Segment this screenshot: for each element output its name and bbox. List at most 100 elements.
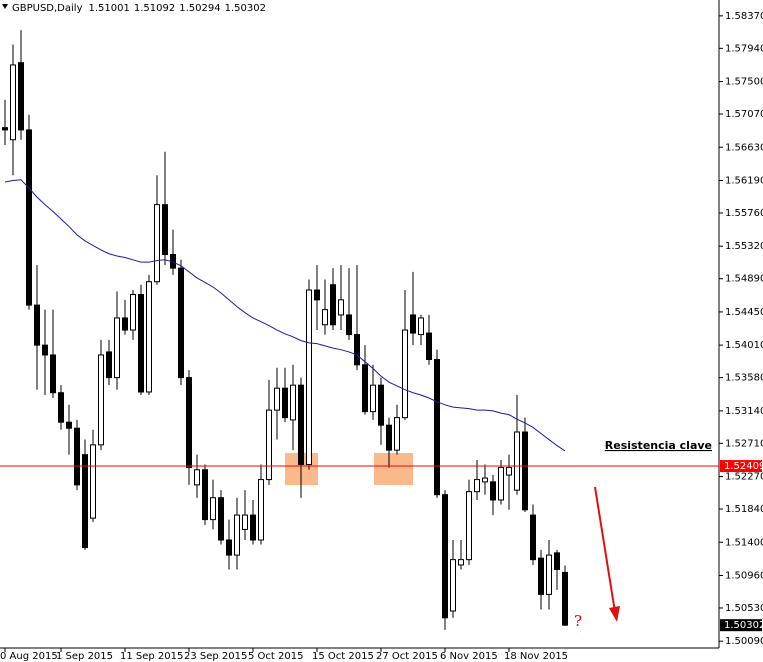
candle-body: [10, 64, 16, 141]
candle-body: [346, 314, 352, 336]
candle-body: [498, 466, 504, 501]
candle-body: [394, 417, 400, 451]
y-tick-label: 1.50960: [725, 570, 763, 581]
candle-body: [154, 204, 160, 283]
candle-body: [386, 424, 392, 451]
candle-body: [122, 317, 128, 331]
candle-body: [466, 491, 472, 561]
candle-body: [474, 479, 480, 493]
candle-body: [178, 267, 184, 379]
arrow-head: [609, 606, 620, 622]
candle-body: [314, 289, 320, 301]
y-tick-label: 1.54010: [725, 340, 763, 351]
candle-body: [306, 289, 312, 465]
y-tick-label: 1.54450: [725, 307, 763, 318]
candle-body: [482, 477, 488, 483]
candle-body: [434, 358, 440, 496]
candle-body: [34, 304, 40, 346]
candle-body: [338, 299, 344, 316]
candle-body: [18, 62, 24, 131]
current-price: 1.50302: [724, 620, 763, 631]
candle-body: [354, 334, 360, 366]
candle-body: [378, 384, 384, 426]
candle-body: [426, 332, 432, 360]
candle-body: [530, 514, 536, 561]
ohlc-close: 1.50302: [225, 3, 266, 14]
candle-body: [130, 294, 136, 331]
annotation: ?: [574, 612, 582, 630]
header: GBPUSD,Daily 1.51001 1.51092 1.50294 1.50302: [12, 3, 266, 14]
candle-body: [186, 377, 192, 468]
ohlc-high: 1.51092: [134, 3, 175, 14]
y-tick-label: 1.54890: [725, 274, 763, 285]
x-tick-label: 5 Oct 2015: [248, 651, 303, 662]
candle-body: [162, 204, 168, 256]
candle-body: [450, 559, 456, 612]
annotation: Resistencia clave: [605, 439, 712, 452]
x-tick-label: 15 Oct 2015: [312, 651, 374, 662]
candle-body: [370, 384, 376, 413]
y-tick-label: 1.52270: [725, 472, 763, 483]
y-tick-label: 1.57940: [725, 43, 763, 54]
candle-body: [506, 466, 512, 476]
x-tick-label: 6 Nov 2015: [440, 651, 498, 662]
candle-body: [58, 392, 64, 423]
candle-body: [266, 409, 272, 481]
candle-body: [194, 469, 200, 486]
candle-body: [202, 469, 208, 521]
candle-body: [274, 387, 280, 411]
y-tick-label: 1.50090: [725, 636, 763, 647]
candle-body: [546, 554, 552, 595]
candle-body: [98, 354, 104, 446]
ohlc-open: 1.51001: [89, 3, 130, 14]
candle-body: [442, 494, 448, 619]
candle-body: [322, 309, 328, 326]
candle-body: [242, 514, 248, 530]
y-tick-label: 1.51840: [725, 504, 763, 515]
candle-body: [106, 351, 112, 379]
resistance-price: 1.52409: [724, 461, 763, 472]
candle-body: [114, 317, 120, 379]
candle-body: [42, 344, 48, 356]
candle-body: [250, 514, 256, 541]
y-tick-label: 1.58370: [725, 11, 763, 22]
candle-body: [490, 481, 496, 501]
y-tick-label: 1.50530: [725, 603, 763, 614]
price-label-bg: [720, 460, 762, 473]
support-zone: [374, 453, 413, 485]
y-tick-label: 1.53140: [725, 406, 763, 417]
candle-body: [402, 329, 408, 419]
x-tick-label: 23 Sep 2015: [184, 651, 247, 662]
y-tick-label: 1.55320: [725, 241, 763, 252]
y-tick-label: 1.57500: [725, 77, 763, 88]
arrow: [594, 486, 616, 613]
candle-body: [410, 314, 416, 334]
candle-body: [554, 552, 560, 570]
x-tick-label: 11 Sep 2015: [120, 651, 183, 662]
candle-body: [210, 497, 216, 521]
candle-body: [458, 559, 464, 566]
candle-body: [522, 431, 528, 511]
y-tick-label: 1.55760: [725, 208, 763, 219]
ohlc-low: 1.50294: [179, 3, 220, 14]
y-tick-label: 1.56190: [725, 176, 763, 187]
candle-body: [234, 514, 240, 556]
candle-body: [298, 384, 304, 465]
candle-body: [218, 497, 224, 541]
x-tick-label: 18 Nov 2015: [504, 651, 568, 662]
candle-body: [282, 387, 288, 419]
y-tick-label: 1.52710: [725, 438, 763, 449]
y-tick-label: 1.53580: [725, 373, 763, 384]
y-tick-label: 1.57070: [725, 109, 763, 120]
x-tick-label: 27 Oct 2015: [376, 651, 438, 662]
candle-body: [362, 364, 368, 413]
candle-body: [226, 539, 232, 556]
menu-icon: [2, 4, 8, 9]
candle-body: [50, 354, 56, 394]
candle-body: [290, 384, 296, 421]
candle-body: [138, 294, 144, 393]
candle-body: [514, 431, 520, 491]
